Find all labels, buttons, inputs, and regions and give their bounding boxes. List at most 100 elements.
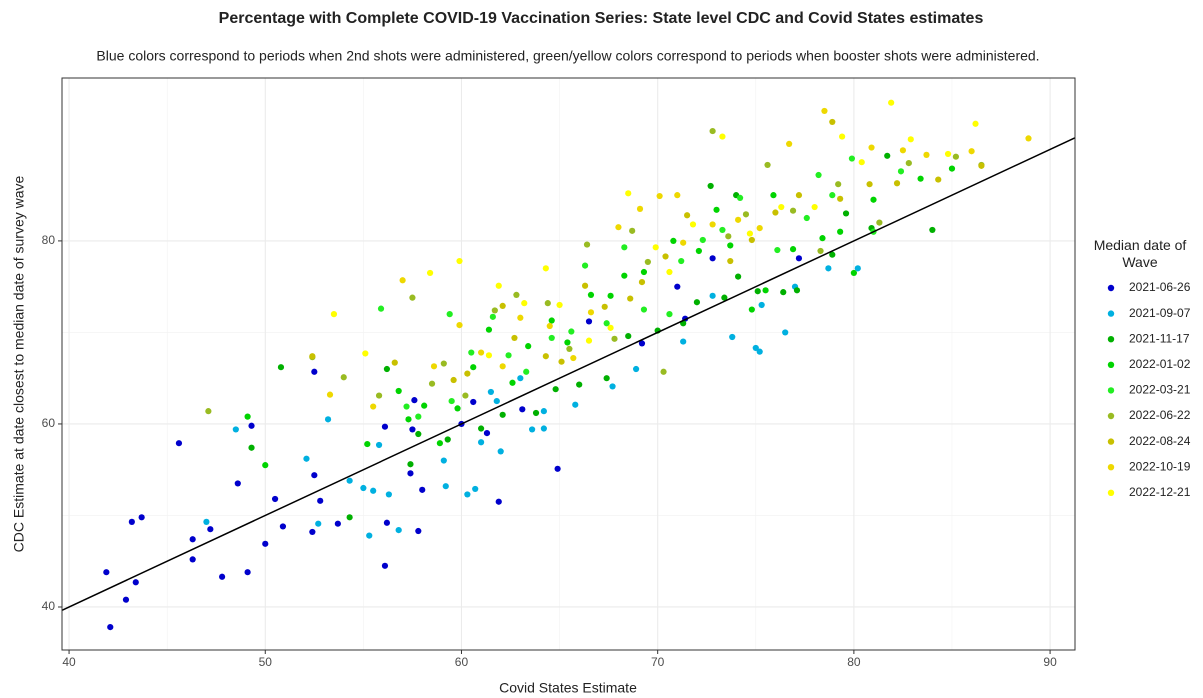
point [609,383,616,390]
point [585,318,593,325]
point [603,375,610,382]
point [391,359,398,366]
point [795,255,803,262]
point [428,380,436,387]
legend-label: 2022-06-22 [1129,408,1191,422]
point [491,307,498,314]
point [519,406,526,413]
point [638,278,646,286]
point [346,477,353,484]
plot-border [61,77,1076,651]
point [383,365,391,373]
point [248,444,255,451]
point [324,416,332,423]
legend-swatch [1107,464,1115,471]
legend-swatch [1107,284,1115,292]
reference-line [61,137,1076,611]
legend-swatch [1107,336,1115,343]
point [219,573,226,580]
point [248,422,255,429]
point [709,127,716,135]
point [334,520,341,527]
point [907,136,914,143]
point [727,242,734,249]
point [493,397,500,405]
x-tick-label: 40 [62,655,76,669]
point [748,306,755,313]
point [948,165,956,172]
point [450,376,457,384]
point [381,423,389,430]
point [442,483,449,490]
point [782,329,789,336]
point [660,368,667,375]
point [364,440,371,448]
point [621,272,628,279]
point [929,226,936,234]
chart-title: Percentage with Complete COVID-19 Vaccin… [219,10,984,27]
point [587,309,595,316]
point [866,181,873,188]
point [509,379,516,386]
point [709,221,716,228]
point [625,190,632,197]
point [868,144,875,151]
point [627,295,634,302]
legend-swatch [1107,387,1115,394]
point [611,335,618,342]
legend-title: Median date of Wave [1093,237,1187,270]
point [470,364,477,371]
point [483,429,491,437]
point [666,268,673,276]
point [477,439,485,446]
point [440,360,447,367]
point [762,287,769,294]
point [632,365,640,373]
point [695,247,702,255]
point [430,363,438,370]
point [448,397,455,405]
point [625,332,632,340]
point [858,159,865,166]
x-axis-label: Covid States Estimate [499,680,637,696]
point [205,408,212,415]
point [884,152,891,159]
point [362,350,369,357]
point [468,349,475,356]
point [277,364,285,371]
point [554,465,561,472]
point [279,523,287,530]
point [670,237,677,245]
legend-label: 2021-11-17 [1129,331,1190,345]
point [603,320,610,327]
x-tick-label: 50 [259,655,273,669]
point [399,277,406,284]
point [674,192,681,199]
point [175,440,183,447]
legend-swatch [1107,361,1115,368]
legend-swatch [1107,310,1115,317]
point [303,455,310,462]
point [203,518,210,525]
point [407,470,414,477]
point [756,348,763,355]
point [923,151,930,158]
point [421,402,428,409]
point [456,257,463,265]
point [525,343,532,350]
point [464,370,471,377]
legend-label: 2022-10-19 [1129,459,1191,473]
point [309,528,316,536]
point [786,140,793,147]
point [262,462,269,469]
point [529,426,536,433]
point [409,294,416,301]
point [244,413,251,420]
point [375,441,383,449]
point [409,426,416,433]
point [713,206,720,213]
point [680,338,687,345]
point [870,196,877,203]
point [395,527,402,534]
point [403,403,410,410]
